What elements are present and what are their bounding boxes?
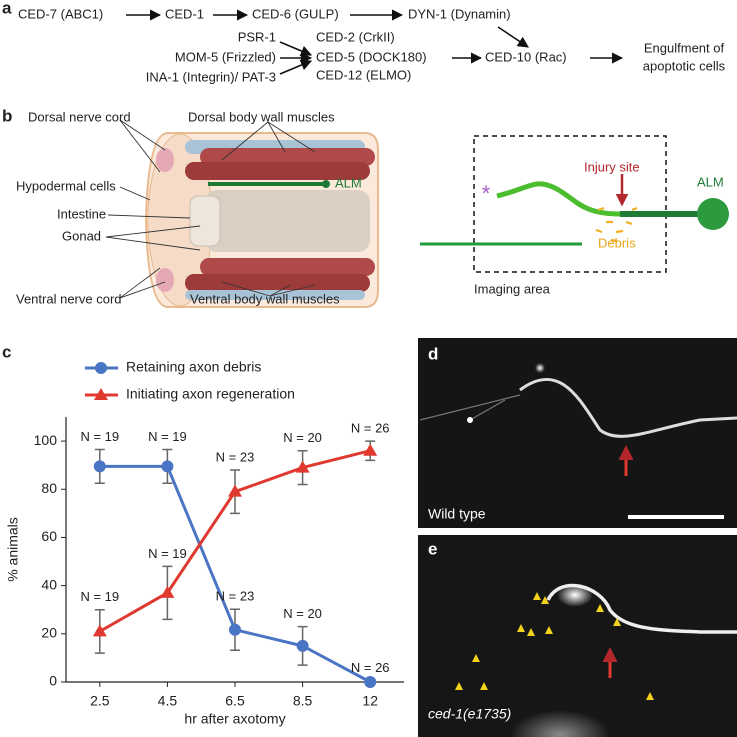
point [363, 443, 378, 456]
n-annotation: N = 26 [351, 660, 390, 675]
x-tick-label: 8.5 [293, 693, 313, 709]
point [364, 676, 377, 688]
node: DYN-1 (Dynamin) [408, 6, 511, 21]
micrograph-label: ced-1(e1735) [428, 706, 511, 722]
point [160, 585, 175, 598]
point [295, 460, 310, 473]
x-tick-label: 6.5 [225, 693, 245, 709]
node: CED-2 (CrkII) [316, 29, 395, 44]
x-tick-label: 12 [362, 693, 378, 709]
micrograph-d: d Wild type [418, 338, 737, 528]
point [94, 388, 108, 400]
n-annotation: N = 23 [216, 589, 255, 604]
y-tick-label: 100 [34, 432, 58, 448]
y-axis-label: % animals [5, 517, 21, 582]
asterisk: * [482, 181, 491, 206]
node: CED-10 (Rac) [485, 49, 567, 64]
imaging-label: Imaging area [474, 281, 551, 296]
x-axis-label: hr after axotomy [184, 711, 285, 727]
n-annotation: N = 19 [80, 429, 119, 444]
y-tick-label: 80 [41, 480, 57, 496]
anatomy-label: Hypodermal cells [16, 178, 116, 193]
n-annotation: N = 19 [80, 589, 119, 604]
anatomy-label: Intestine [57, 206, 106, 221]
anatomy-label: Gonad [62, 228, 101, 243]
node: CED-7 (ABC1) [18, 6, 103, 21]
anatomy-drawing [105, 119, 379, 308]
node: MOM-5 (Frizzled) [175, 49, 276, 64]
imaging-label: Injury site [584, 159, 640, 174]
point [161, 460, 174, 473]
n-annotation: N = 26 [351, 421, 390, 436]
n-annotation: N = 19 [148, 546, 187, 561]
n-annotation: N = 20 [283, 430, 322, 445]
micrograph-e: e ced-1(e1735) [418, 535, 737, 737]
y-tick-label: 40 [41, 576, 57, 592]
anatomy-label: Ventral body wall muscles [190, 291, 340, 306]
point [93, 460, 106, 473]
n-annotation: N = 19 [148, 429, 187, 444]
legend-label: Initiating axon regeneration [126, 386, 295, 402]
y-tick-label: 20 [41, 625, 57, 641]
anatomy-label: Ventral nerve cord [16, 291, 122, 306]
node: INA-1 (Integrin)/ PAT-3 [146, 69, 276, 84]
n-annotation: N = 23 [216, 449, 255, 464]
point [228, 484, 242, 497]
x-tick-label: 4.5 [158, 693, 178, 709]
node: CED-1 [165, 6, 204, 21]
panel-label: a [2, 0, 12, 17]
panel-label: d [428, 344, 438, 363]
n-annotation: N = 20 [283, 606, 322, 621]
imaging-label: ALM [697, 174, 724, 189]
legend-label: Retaining axon debris [126, 359, 261, 375]
point [95, 362, 107, 374]
node: PSR-1 [238, 29, 276, 44]
panel-label: e [428, 539, 437, 558]
node: CED-6 (GULP) [252, 6, 339, 21]
node: CED-12 (ELMO) [316, 67, 411, 82]
imaging-scheme: * [420, 135, 729, 273]
pathway: CED-7 (ABC1) CED-1 CED-6 (GULP) DYN-1 (D… [18, 6, 726, 84]
panel-label: c [2, 342, 11, 361]
node: apoptotic cells [643, 58, 726, 73]
chart: 0 20 40 60 80 100 2.5 4.5 6.5 8.5 12 hr after axoto… [5, 359, 404, 727]
node: CED-5 (DOCK180) [316, 49, 427, 64]
point [296, 639, 309, 652]
anatomy-label: ALM [335, 175, 362, 190]
node: Engulfment of [644, 40, 725, 55]
panel-label: b [2, 106, 12, 125]
point [229, 623, 241, 636]
micrograph-label: Wild type [428, 506, 486, 522]
point [92, 624, 107, 637]
x-tick-label: 2.5 [90, 693, 110, 709]
anatomy-label: Dorsal nerve cord [28, 109, 131, 124]
anatomy-label: Dorsal body wall muscles [188, 109, 335, 124]
y-tick-label: 60 [41, 528, 57, 544]
imaging-label: Debris [598, 235, 636, 250]
y-tick-label: 0 [49, 673, 57, 689]
